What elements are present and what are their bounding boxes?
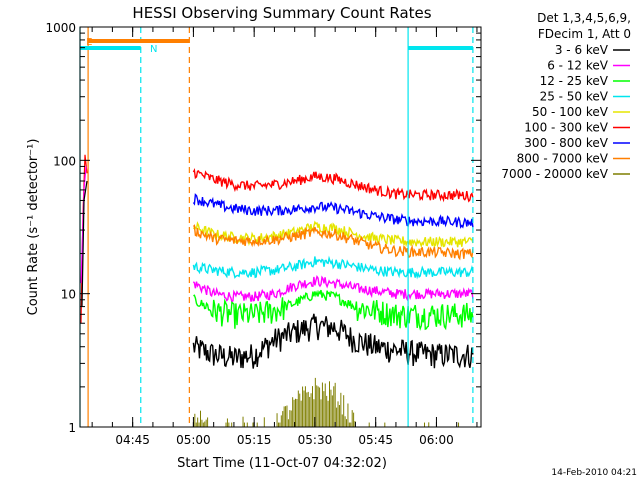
legend-label: 12 - 25 keV <box>540 74 609 88</box>
x-tick-label: 05:00 <box>176 433 211 447</box>
flag-label: E <box>86 37 92 48</box>
chart-title: HESSI Observing Summary Count Rates <box>132 4 431 22</box>
x-tick-label: 05:45 <box>358 433 393 447</box>
y-tick-label: 100 <box>53 154 76 168</box>
legend-label: 800 - 7000 keV <box>517 152 609 166</box>
plot-frame <box>79 26 482 428</box>
series-line <box>193 289 474 331</box>
early-segment <box>81 180 88 307</box>
series-line <box>192 274 474 304</box>
overlay-layer: EN <box>79 27 474 427</box>
legend-label: 100 - 300 keV <box>524 121 608 135</box>
y-tick-label: 1 <box>68 421 76 435</box>
legend-header-line-1: Det 1,3,4,5,6,9, <box>537 11 631 25</box>
x-tick-label: 06:00 <box>419 433 454 447</box>
series-line <box>192 193 474 229</box>
x-tick-label: 05:30 <box>298 433 333 447</box>
legend-label: 50 - 100 keV <box>532 105 609 119</box>
flag-label: N <box>150 44 157 55</box>
legend-label: 3 - 6 keV <box>555 43 609 57</box>
x-tick-label: 05:15 <box>237 433 272 447</box>
legend-label: 300 - 800 keV <box>524 136 608 150</box>
y-tick-label: 1000 <box>45 21 76 35</box>
axes-layer: 1 10 100 1000 04:45 05:00 05:15 05:30 05:45 06:00 <box>45 21 481 447</box>
footer-date: 14-Feb-2010 04:21 <box>551 468 637 478</box>
y-tick-label: 10 <box>61 288 76 302</box>
y-axis-label: Count Rate (s⁻¹ detector⁻¹) <box>26 139 41 316</box>
series-line <box>192 168 474 203</box>
x-tick-label: 04:45 <box>115 433 150 447</box>
legend-header-line-2: FDecim 1, Att 0 <box>538 27 631 41</box>
series-line <box>192 255 474 280</box>
legend-label: 25 - 50 keV <box>540 90 609 104</box>
series-line <box>192 313 474 369</box>
data-layer <box>80 154 474 427</box>
x-axis-label: Start Time (11-Oct-07 04:32:02) <box>177 456 387 471</box>
legend-label: 7000 - 20000 keV <box>501 167 608 181</box>
legend-label: 6 - 12 keV <box>547 59 609 73</box>
series-line <box>192 224 474 261</box>
